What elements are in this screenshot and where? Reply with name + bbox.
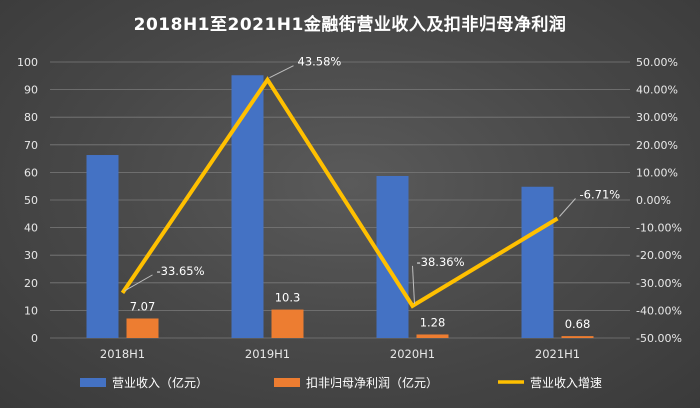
y-left-tick-label: 90: [24, 84, 38, 97]
legend-label: 扣非归母净利润（亿元）: [306, 375, 438, 390]
label-leader-line: [269, 65, 294, 79]
x-category-label: 2019H1: [245, 347, 290, 361]
y-right-tick-label: 10.00%: [636, 166, 678, 179]
revenue-bar: [231, 75, 264, 339]
y-left-tick-label: 0: [31, 332, 38, 345]
revenue-bar: [86, 155, 119, 338]
y-left-tick-label: 30: [24, 249, 38, 262]
x-category-label: 2020H1: [390, 347, 435, 361]
y-left-tick-label: 40: [24, 222, 38, 235]
profit-bar: [561, 336, 594, 338]
y-left-tick-label: 100: [17, 56, 38, 69]
y-right-tick-label: -30.00%: [636, 277, 682, 290]
x-category-label: 2021H1: [535, 347, 580, 361]
y-left-tick-label: 20: [24, 277, 38, 290]
growth-data-label: -38.36%: [417, 255, 465, 269]
profit-bar: [416, 334, 449, 338]
legend-swatch: [274, 378, 300, 387]
growth-data-label: 43.58%: [298, 55, 342, 69]
y-left-tick-label: 50: [24, 194, 38, 207]
profit-bar: [126, 318, 159, 338]
y-left-tick-label: 60: [24, 166, 38, 179]
y-left-tick-label: 70: [24, 139, 38, 152]
y-right-tick-label: -50.00%: [636, 332, 682, 345]
y-left-tick-label: 80: [24, 111, 38, 124]
chart-title: 2018H1至2021H1金融街营业收入及扣非归母净利润: [133, 15, 567, 35]
profit-bar: [271, 309, 304, 338]
profit-data-label: 1.28: [420, 315, 446, 329]
revenue-bar: [521, 186, 554, 338]
y-right-tick-label: -10.00%: [636, 222, 682, 235]
growth-data-label: -6.71%: [580, 188, 621, 202]
y-right-tick-label: 30.00%: [636, 111, 678, 124]
y-right-tick-label: 0.00%: [636, 194, 671, 207]
y-right-tick-label: -40.00%: [636, 304, 682, 317]
growth-data-label: -33.65%: [157, 264, 205, 278]
y-left-tick-label: 10: [24, 304, 38, 317]
y-right-tick-label: 20.00%: [636, 139, 678, 152]
x-category-label: 2018H1: [100, 347, 145, 361]
label-leader-line: [124, 274, 153, 292]
label-leader-line: [559, 198, 576, 217]
legend-label: 营业收入（亿元）: [112, 375, 208, 390]
label-leader-line: [412, 265, 415, 304]
legend-label: 营业收入增速: [530, 376, 602, 390]
y-right-tick-label: 50.00%: [636, 56, 678, 69]
y-right-tick-label: -20.00%: [636, 249, 682, 262]
profit-data-label: 0.68: [565, 317, 591, 331]
y-right-tick-label: 40.00%: [636, 84, 678, 97]
growth-line: [120, 76, 559, 309]
profit-data-label: 10.3: [275, 291, 301, 305]
profit-data-label: 7.07: [130, 299, 156, 313]
legend-swatch: [80, 378, 106, 387]
